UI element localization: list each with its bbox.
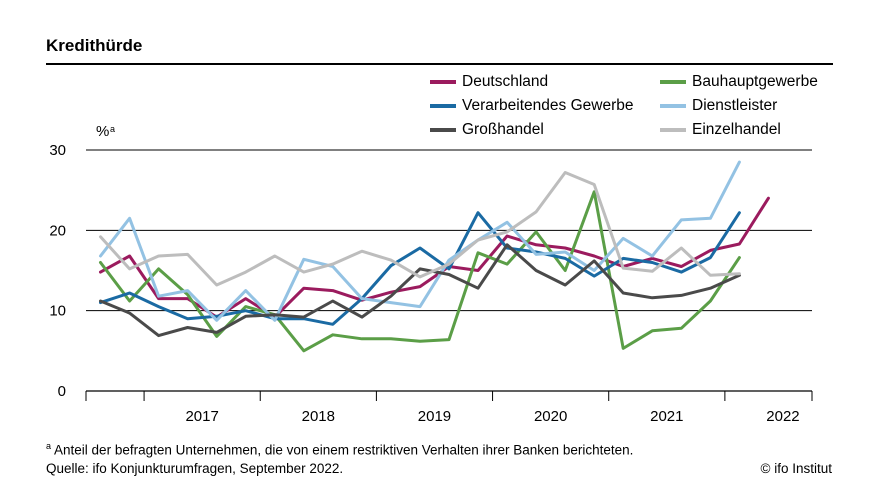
legend-item: Großhandel xyxy=(430,121,544,139)
series-line-bauhauptgewerbe xyxy=(99,190,741,353)
footnote-text: Anteil der befragten Unternehmen, die vo… xyxy=(54,442,634,458)
legend-item: Verarbeitendes Gewerbe xyxy=(430,97,633,115)
series-line-gro-handel xyxy=(99,243,741,338)
series-line-dienstleister xyxy=(99,160,741,322)
legend-label: Einzelhandel xyxy=(692,121,781,138)
legend-swatch xyxy=(430,128,456,132)
legend-swatch xyxy=(660,128,686,132)
footnote-mark: a xyxy=(46,441,52,451)
x-tick-label: 2019 xyxy=(418,408,451,425)
x-tick-label: 2022 xyxy=(766,408,799,425)
title-rule xyxy=(46,63,833,65)
legend-label: Verarbeitendes Gewerbe xyxy=(462,97,634,114)
legend-swatch xyxy=(430,80,456,84)
copyright: © ifo Institut xyxy=(760,461,832,476)
y-tick-label: 30 xyxy=(49,142,66,159)
legend-label: Bauhauptgewerbe xyxy=(692,73,818,90)
y-axis-label: % xyxy=(96,123,109,140)
legend-item: Deutschland xyxy=(430,73,548,91)
y-axis-label-footnote: a xyxy=(110,124,115,134)
x-tick-label: 2020 xyxy=(534,408,567,425)
y-tick-label: 20 xyxy=(49,222,66,239)
chart-title: Kredithürde xyxy=(46,36,143,55)
source-note: Quelle: ifo Konjunkturumfragen, Septembe… xyxy=(46,461,344,476)
legend-swatch xyxy=(430,104,456,108)
series-line-verarbeitendes-gewerbe xyxy=(99,211,741,326)
x-tick-label: 2021 xyxy=(650,408,683,425)
legend-item: Einzelhandel xyxy=(660,121,781,139)
legend-item: Bauhauptgewerbe xyxy=(660,73,818,91)
series-line-einzelhandel xyxy=(99,171,741,287)
legend-label: Deutschland xyxy=(462,73,549,90)
legend-label: Dienstleister xyxy=(692,97,778,114)
legend-label: Großhandel xyxy=(462,121,544,138)
x-tick-label: 2018 xyxy=(302,408,335,425)
y-tick-label: 10 xyxy=(49,303,66,320)
y-tick-label: 0 xyxy=(58,383,66,400)
legend-item: Dienstleister xyxy=(660,97,777,115)
legend-swatch xyxy=(660,80,686,84)
x-tick-label: 2017 xyxy=(185,408,218,425)
legend-swatch xyxy=(660,104,686,108)
footnote: a Anteil der befragten Unternehmen, die … xyxy=(46,441,633,458)
